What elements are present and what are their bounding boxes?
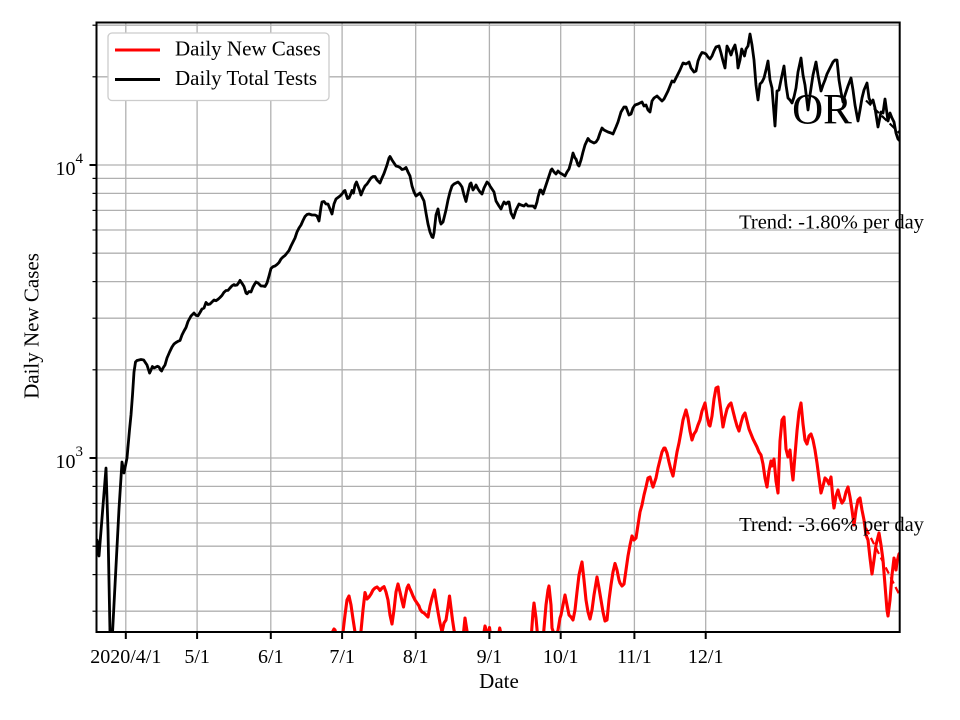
- svg-text:Trend: -1.80% per day: Trend: -1.80% per day: [739, 211, 925, 233]
- svg-text:11/1: 11/1: [617, 646, 652, 668]
- svg-text:9/1: 9/1: [477, 646, 503, 668]
- svg-text:Daily New Cases: Daily New Cases: [20, 253, 44, 399]
- svg-text:Date: Date: [479, 669, 519, 693]
- svg-text:Daily New Cases: Daily New Cases: [175, 37, 321, 61]
- svg-text:Trend: -3.66% per day: Trend: -3.66% per day: [739, 514, 925, 536]
- svg-text:2020/4/1: 2020/4/1: [90, 646, 161, 668]
- svg-text:6/1: 6/1: [258, 646, 284, 668]
- svg-text:8/1: 8/1: [403, 646, 429, 668]
- svg-text:7/1: 7/1: [329, 646, 355, 668]
- svg-text:Daily Total Tests: Daily Total Tests: [175, 66, 317, 90]
- svg-text:10/1: 10/1: [543, 646, 579, 668]
- svg-text:OR: OR: [792, 87, 852, 134]
- svg-text:12/1: 12/1: [688, 646, 724, 668]
- svg-text:5/1: 5/1: [184, 646, 210, 668]
